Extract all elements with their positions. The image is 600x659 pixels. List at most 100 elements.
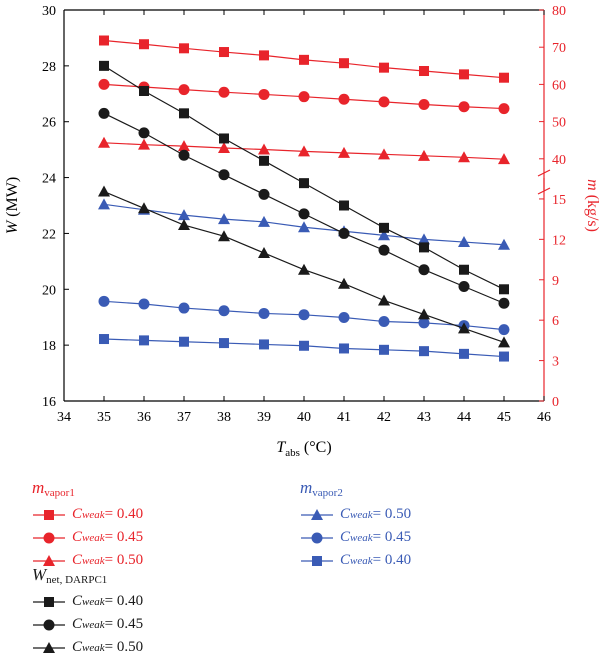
- data-point: [218, 230, 230, 242]
- data-point: [418, 98, 430, 110]
- legend-entry-subscript: weak: [350, 531, 373, 544]
- data-point: [98, 198, 110, 210]
- data-point: [459, 348, 469, 359]
- data-point: [139, 39, 149, 50]
- legend-swatch: [33, 554, 65, 566]
- series-mvapor2-triangle: [98, 198, 510, 250]
- right-y-tick-label: 50: [552, 116, 566, 131]
- data-point: [219, 133, 229, 144]
- x-tick-label: 40: [297, 410, 311, 425]
- legend-entry-variable: C: [72, 639, 83, 655]
- data-point: [458, 101, 470, 113]
- data-point: [338, 311, 350, 323]
- data-point: [419, 66, 429, 77]
- right-y-tick-label: 80: [552, 4, 566, 19]
- data-point: [179, 336, 189, 347]
- x-tick-label: 45: [497, 410, 511, 425]
- data-point: [178, 219, 190, 231]
- legend-entry-value: = 0.40: [372, 552, 412, 568]
- legend-swatch: [33, 509, 65, 520]
- series-mvapor1-square: [99, 35, 509, 83]
- legend-entry-variable: C: [340, 506, 351, 522]
- left-y-axis-title: W (MW): [4, 177, 21, 234]
- right-y-tick-label: 70: [552, 41, 566, 56]
- right-y-tick-label: 6: [552, 314, 559, 329]
- legend-entry-value: = 0.40: [104, 506, 144, 522]
- data-point: [298, 208, 310, 220]
- legend-entry-variable: C: [72, 616, 83, 632]
- legend-entry-value: = 0.40: [104, 593, 144, 609]
- data-point: [418, 317, 430, 329]
- legend-swatch-marker: [43, 641, 55, 653]
- legend-swatch: [301, 555, 333, 566]
- right-y-tick-label: 60: [552, 78, 566, 93]
- legend-swatch-marker: [44, 509, 54, 520]
- series-mvapor2-square: [99, 334, 509, 362]
- legend-swatch-marker: [311, 508, 323, 520]
- x-tick-label: 39: [257, 410, 271, 425]
- data-point: [138, 127, 150, 139]
- legend-entry-value: = 0.45: [104, 616, 144, 632]
- legend-entry-subscript: weak: [82, 641, 105, 654]
- legend-entry-value: = 0.50: [372, 506, 412, 522]
- data-point: [499, 72, 509, 83]
- x-tick-label: 44: [457, 410, 471, 425]
- data-point: [178, 209, 190, 221]
- data-point: [418, 149, 430, 161]
- legend-entry-variable: C: [72, 593, 83, 609]
- legend-swatch-marker: [43, 532, 55, 543]
- data-point: [339, 200, 349, 211]
- legend-group-variable: W: [32, 565, 47, 584]
- data-point: [498, 297, 510, 309]
- x-tick-label: 42: [377, 410, 391, 425]
- data-point: [419, 242, 429, 253]
- data-point: [459, 264, 469, 275]
- data-point: [419, 346, 429, 357]
- legend-swatch: [33, 619, 65, 630]
- series-mvapor1-triangle: [98, 136, 510, 165]
- x-tick-label: 41: [337, 410, 351, 425]
- legend-entry-variable: C: [72, 506, 83, 522]
- legend-entry-variable: C: [340, 529, 351, 545]
- series-layer: [98, 35, 510, 362]
- data-point: [378, 244, 390, 256]
- right-y-tick-label: 0: [552, 395, 559, 410]
- data-point: [99, 60, 109, 71]
- data-point: [418, 233, 430, 245]
- data-point: [298, 263, 310, 275]
- data-point: [258, 215, 270, 227]
- axis-title-subscript: abs: [285, 447, 300, 459]
- data-point: [258, 307, 270, 319]
- left-y-axis: 16 18 20 22 24 26 28 30: [42, 4, 69, 410]
- legend-swatch: [33, 532, 65, 543]
- data-point: [299, 178, 309, 189]
- data-point: [219, 47, 229, 58]
- data-point: [98, 107, 110, 119]
- legend-group-subscript: vapor2: [312, 487, 343, 499]
- right-y-tick-label: 15: [552, 193, 566, 208]
- data-point: [378, 294, 390, 306]
- left-y-tick-label: 26: [42, 116, 56, 131]
- axis-title-variable: T: [276, 439, 286, 456]
- data-point: [458, 236, 470, 248]
- legend-swatch-marker: [311, 532, 323, 543]
- series-wnet-circle: [98, 107, 510, 309]
- data-point: [298, 309, 310, 321]
- legend-entry-value: = 0.50: [104, 639, 144, 655]
- legend-entry-subscript: weak: [82, 618, 105, 631]
- data-point: [218, 305, 230, 317]
- legend-swatch-marker: [44, 596, 54, 607]
- data-point: [179, 108, 189, 119]
- legend-entry-variable: C: [340, 552, 351, 568]
- data-point: [299, 340, 309, 351]
- data-point: [379, 344, 389, 355]
- left-y-tick-label: 20: [42, 283, 56, 298]
- left-y-tick-label: 22: [42, 227, 56, 242]
- series-wnet-square: [99, 60, 509, 295]
